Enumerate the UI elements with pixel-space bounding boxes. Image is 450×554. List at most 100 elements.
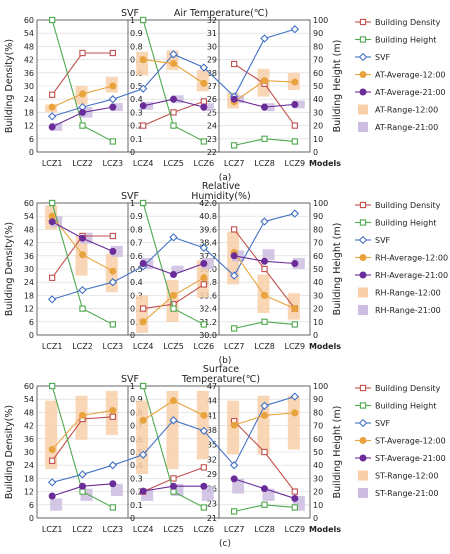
variable-axis-title: Humidity(%)	[191, 191, 251, 202]
density-tick-label: 54	[24, 29, 34, 38]
range-bar-range21	[110, 103, 123, 112]
density-tick-label: 18	[24, 291, 34, 300]
chart-panel-a: 0612182430364248546000.10.20.30.40.50.60…	[4, 8, 446, 183]
data-point-height	[170, 122, 177, 129]
legend-marker-svf	[358, 52, 368, 62]
variable-tick-label: 23	[207, 499, 217, 508]
data-point-svf	[108, 461, 118, 470]
data-point-avg21	[291, 260, 299, 267]
data-point-height	[49, 16, 56, 24]
data-point-svf	[108, 95, 118, 104]
height-tick-label: 100	[313, 199, 328, 208]
data-point-height	[291, 321, 298, 328]
data-point-height	[261, 501, 268, 508]
category-label: LCZ9	[285, 342, 306, 351]
legend-label: Building Height	[375, 402, 436, 411]
range-bar-range21	[292, 258, 305, 269]
category-label: LCZ3	[103, 525, 124, 534]
height-tick-label: 20	[313, 305, 323, 314]
density-tick-label: 18	[24, 474, 34, 483]
legend-label: Building Height	[375, 219, 436, 228]
data-point-avg21	[170, 271, 177, 278]
data-point-avg21	[170, 482, 177, 490]
svf-axis-title: SVF	[121, 191, 139, 202]
density-tick-label: 48	[24, 225, 34, 234]
variable-tick-label: 37.2	[199, 252, 217, 261]
range-bar-range21	[171, 265, 184, 273]
legend-label: RH-Range-21:00	[375, 306, 441, 315]
legend-marker-avg21	[359, 271, 367, 279]
density-tick-label: 30	[24, 448, 34, 457]
density-tick-label: 0	[29, 148, 34, 157]
data-point-svf	[260, 34, 269, 43]
variable-tick-label: 29	[207, 470, 217, 479]
category-label: LCZ4	[133, 525, 154, 534]
category-label: LCZ7	[224, 159, 245, 168]
svf-tick-label: 0.4	[130, 278, 143, 287]
density-tick-label: 24	[24, 95, 34, 104]
plot-frame	[36, 202, 311, 336]
category-label: LCZ1	[42, 159, 63, 168]
height-tick-label: 30	[313, 474, 323, 483]
data-point-avg12	[291, 305, 299, 313]
data-point-density	[140, 122, 147, 129]
variable-tick-label: 38.4	[199, 239, 217, 248]
svf-tick-label: 0	[130, 331, 135, 340]
data-point-avg12	[109, 267, 117, 275]
data-point-avg21	[109, 480, 117, 488]
height-tick-label: 70	[313, 422, 323, 431]
y-axis-right-label: Building Height (m)	[332, 406, 343, 499]
range-bar-range12	[136, 400, 149, 474]
legend-marker-avg21	[359, 88, 367, 96]
y-axis-left-label: Building Density(%)	[4, 405, 15, 499]
legend-label: AT-Range-12:00	[375, 106, 438, 115]
variable-tick-label: 25	[207, 108, 217, 117]
chart-panel-b: 0612182430364248546000.10.20.30.40.50.60…	[4, 181, 448, 366]
variable-tick-label: 39.6	[199, 225, 217, 234]
data-point-avg12	[170, 60, 177, 68]
data-point-density	[291, 488, 298, 495]
data-point-density	[140, 305, 147, 312]
data-point-avg12	[261, 77, 268, 85]
models-label: Models	[309, 159, 341, 168]
chart-panel-c: 0612182430364248546000.10.20.30.40.50.60…	[4, 364, 446, 549]
variable-tick-label: 42.0	[199, 199, 217, 208]
data-point-avg12	[261, 411, 268, 419]
data-point-density	[49, 91, 56, 98]
legend-label: ST-Average-12:00	[375, 437, 446, 446]
category-label: LCZ4	[133, 159, 154, 168]
legend-label: Building Density	[375, 384, 441, 393]
data-point-avg21	[230, 95, 238, 103]
data-point-height	[291, 138, 298, 145]
data-point-density	[109, 413, 116, 420]
legend-label: Building Density	[375, 201, 441, 210]
height-tick-label: 100	[313, 16, 328, 25]
data-point-svf	[260, 217, 269, 226]
category-label: LCZ8	[254, 159, 275, 168]
legend-marker-density	[359, 18, 367, 26]
variable-tick-label: 24	[207, 122, 217, 131]
data-point-height	[79, 305, 86, 312]
height-tick-label: 50	[313, 82, 323, 91]
variable-tick-label: 35	[207, 441, 217, 450]
data-point-svf	[169, 233, 178, 242]
legend-label: AT-Average-21:00	[375, 88, 446, 97]
height-tick-label: 90	[313, 395, 323, 404]
svf-tick-label: 0.1	[130, 501, 143, 510]
range-bar-range21	[141, 101, 154, 110]
data-point-svf	[229, 271, 239, 280]
legend-marker-avg12	[359, 71, 367, 78]
density-tick-label: 30	[24, 265, 34, 274]
data-point-avg21	[261, 485, 268, 493]
y-axis-right-label: Building Height (m)	[332, 40, 343, 133]
svf-tick-label: 0.2	[130, 122, 143, 131]
data-point-height	[231, 508, 238, 515]
density-tick-label: 54	[24, 212, 34, 221]
density-tick-label: 6	[29, 318, 34, 327]
density-tick-label: 12	[24, 488, 34, 497]
svf-tick-label: 0.1	[130, 135, 143, 144]
category-label: LCZ3	[103, 342, 124, 351]
height-tick-label: 80	[313, 225, 323, 234]
legend-marker-svf	[358, 418, 368, 428]
data-point-avg21	[79, 108, 86, 116]
